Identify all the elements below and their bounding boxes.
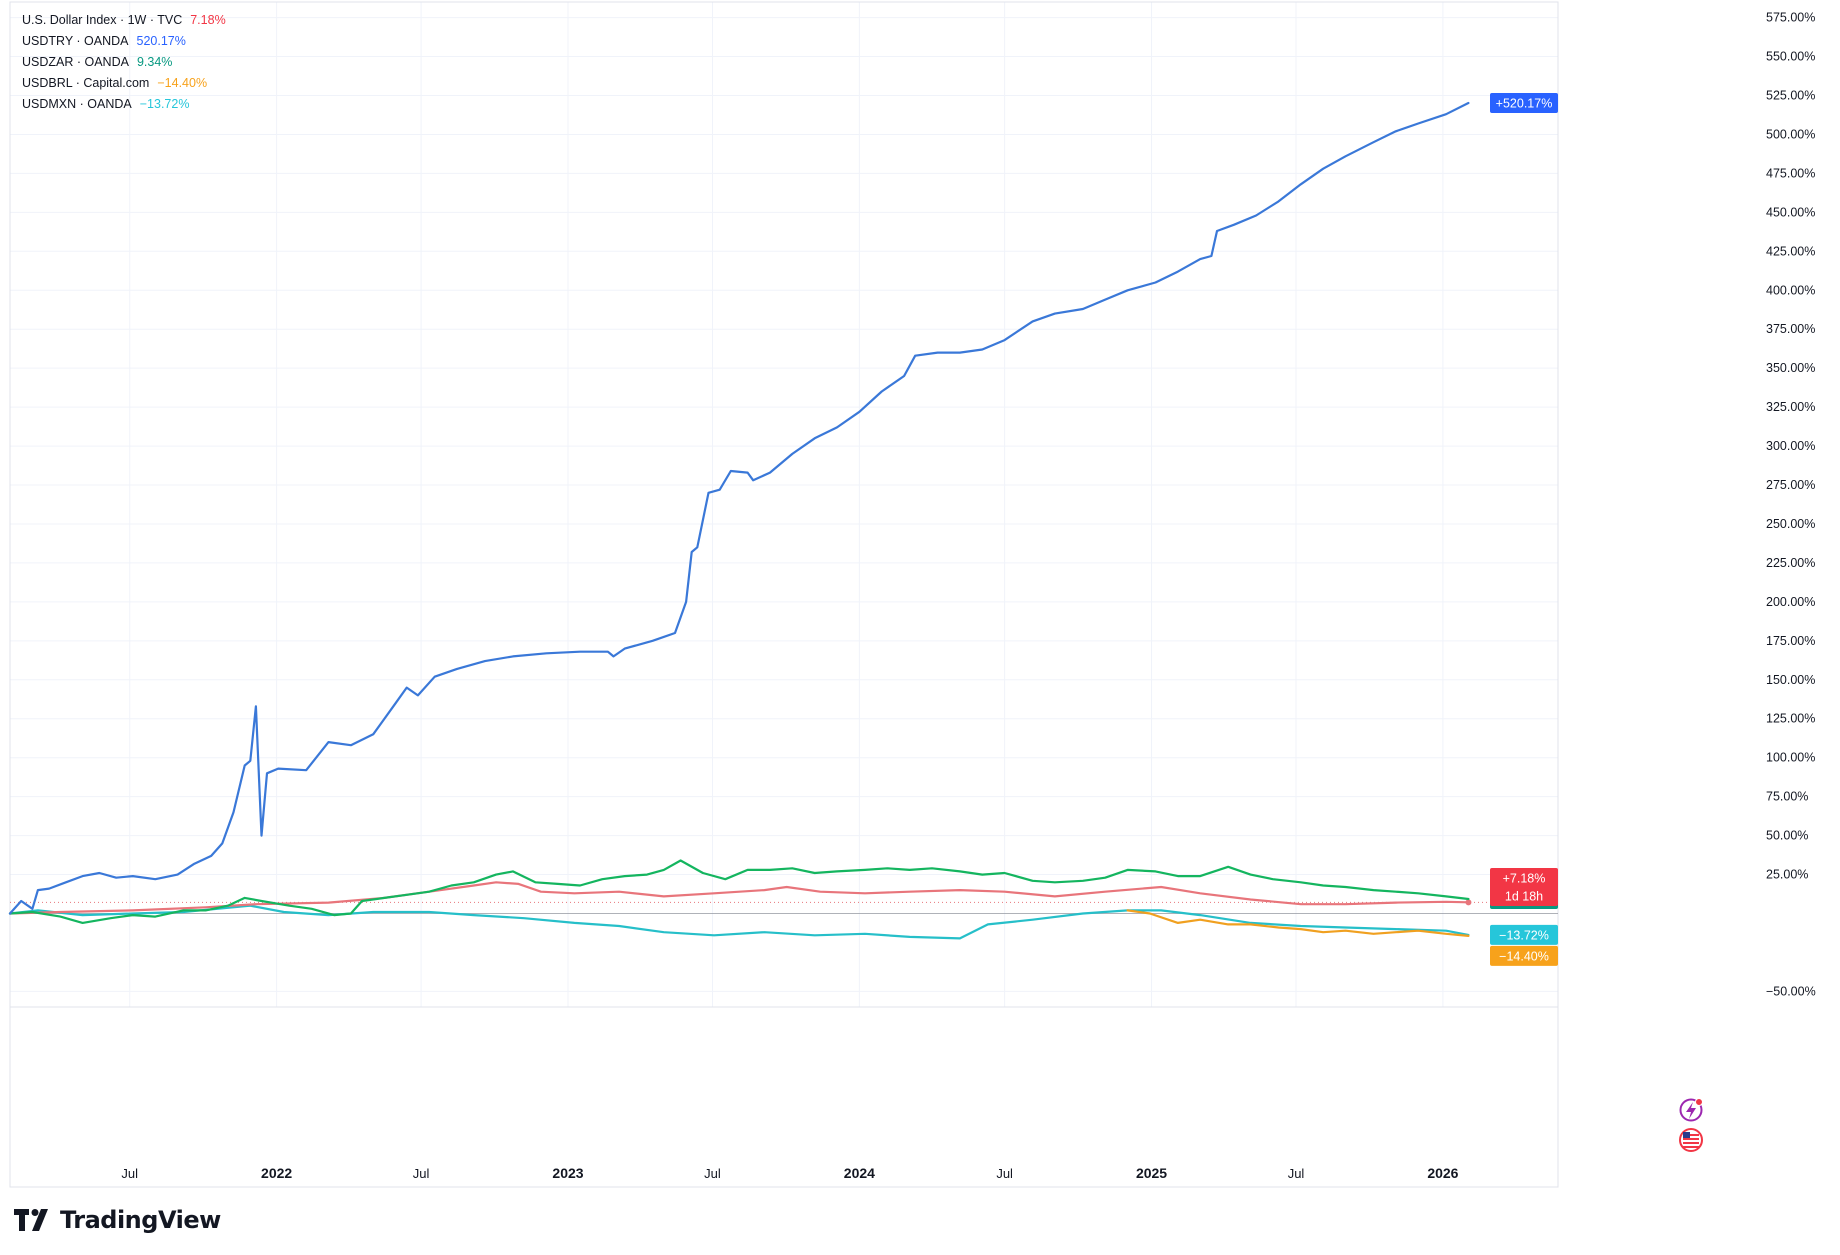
legend-series-name: USDMXN · OANDA [22,97,132,111]
y-tick-label: 500.00% [1766,127,1815,141]
tradingview-brand[interactable]: TradingView [14,1206,221,1234]
legend: U.S. Dollar Index · 1W · TVC 7.18% USDTRY… [22,10,226,115]
x-tick-label: Jul [413,1166,430,1181]
price-badge-bg [1490,867,1558,906]
price-badge: −13.72% [1490,924,1558,945]
y-tick-label: 25.00% [1766,868,1808,882]
price-badge-label: −13.72% [1499,928,1549,942]
price-badge-countdown: 1d 18h [1505,889,1543,903]
x-tick-label: Jul [704,1166,721,1181]
chart-svg[interactable]: 575.00% 550.00% 525.00% 500.00% 475.00% 450.0… [0,0,1840,1200]
y-tick-label: 400.00% [1766,283,1815,297]
y-tick-label: 550.00% [1766,50,1815,64]
y-tick-label: 375.00% [1766,322,1815,336]
series-line-usdmxn[interactable] [8,904,1470,940]
legend-series-name: USDZAR · OANDA [22,55,129,69]
y-tick-label: 125.00% [1766,712,1815,726]
price-badge: +520.17% [1490,93,1558,114]
legend-series-value: −14.40% [157,76,208,90]
legend-series-name: USDBRL · Capital.com [22,76,150,90]
series-line-usdtry[interactable] [8,101,1470,915]
y-tick-label: 525.00% [1766,88,1815,102]
plot-border [9,1,1559,1188]
tradingview-logo-icon [14,1209,48,1231]
series-last-point [1465,899,1472,906]
y-tick-label: 200.00% [1766,595,1815,609]
chart-frame: 575.00% 550.00% 525.00% 500.00% 475.00% 450.0… [0,0,1840,1200]
y-tick-label: 250.00% [1766,517,1815,531]
legend-series-name: U.S. Dollar Index · 1W · TVC [22,13,183,27]
y-tick-label: 475.00% [1766,166,1815,180]
y-tick-label: 425.00% [1766,244,1815,258]
legend-series-value: 520.17% [136,34,186,48]
price-badge-bg [1490,924,1558,945]
y-tick-label: 175.00% [1766,634,1815,648]
y-tick-label: −50.00% [1766,984,1816,998]
legend-item-usdtry[interactable]: USDTRY · OANDA 520.17% [22,31,226,52]
price-badge: +7.18% 1d 18h [1490,867,1558,906]
grid-lines [10,2,1558,1007]
y-tick-label: 50.00% [1766,829,1808,843]
legend-item-usdzar[interactable]: USDZAR · OANDA 9.34% [22,52,226,73]
legend-series-value: 9.34% [136,55,173,69]
legend-item-usdbrl[interactable]: USDBRL · Capital.com −14.40% [22,73,226,94]
price-badge-label: −14.40% [1499,949,1549,963]
price-badge: −14.40% [1490,945,1558,966]
x-tick-label: Jul [996,1166,1013,1181]
price-badge-label: +7.18% [1503,871,1546,885]
price-badge-bg [1490,93,1558,114]
brand-name: TradingView [60,1206,221,1234]
legend-item-dxy[interactable]: U.S. Dollar Index · 1W · TVC 7.18% [22,10,226,31]
y-tick-label: 450.00% [1766,205,1815,219]
x-tick-label: 2023 [552,1165,583,1181]
us-flag-icon[interactable] [1679,1128,1703,1152]
price-badges: +520.17%+9.34%+7.18%1d 18h−13.72%−14.40% [1490,93,1558,966]
x-tick-label: 2026 [1427,1165,1458,1181]
y-tick-label: 150.00% [1766,673,1815,687]
x-tick-label: 2022 [261,1165,292,1181]
y-tick-label: 325.00% [1766,400,1815,414]
y-tick-label: 575.00% [1766,11,1815,25]
y-tick-label: 225.00% [1766,556,1815,570]
legend-series-value: 7.18% [190,13,226,27]
price-badge-label: +520.17% [1496,97,1553,111]
x-tick-label: Jul [1288,1166,1305,1181]
series-lines [8,101,1472,940]
series-line-usdbrl[interactable] [1126,909,1470,937]
x-tick-label: Jul [121,1166,138,1181]
x-tick-label: 2025 [1136,1165,1167,1181]
x-tick-label: 2024 [844,1165,875,1181]
lightning-icon[interactable] [1679,1098,1703,1122]
y-tick-label: 350.00% [1766,361,1815,375]
series-line-usdzar[interactable] [8,859,1470,924]
y-tick-label: 100.00% [1766,751,1815,765]
axes: 575.00% 550.00% 525.00% 500.00% 475.00% 450.0… [9,1,1816,1188]
y-tick-label: 300.00% [1766,439,1815,453]
legend-item-usdmxn[interactable]: USDMXN · OANDA −13.72% [22,94,226,115]
legend-series-name: USDTRY · OANDA [22,34,129,48]
y-tick-label: 275.00% [1766,478,1815,492]
price-badge-bg [1490,945,1558,966]
series-line-us[interactable] [8,881,1470,915]
legend-series-value: −13.72% [139,97,190,111]
y-tick-label: 75.00% [1766,790,1808,804]
